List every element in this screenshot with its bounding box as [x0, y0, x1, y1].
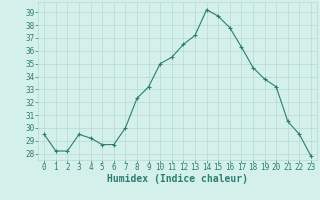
X-axis label: Humidex (Indice chaleur): Humidex (Indice chaleur)	[107, 174, 248, 184]
